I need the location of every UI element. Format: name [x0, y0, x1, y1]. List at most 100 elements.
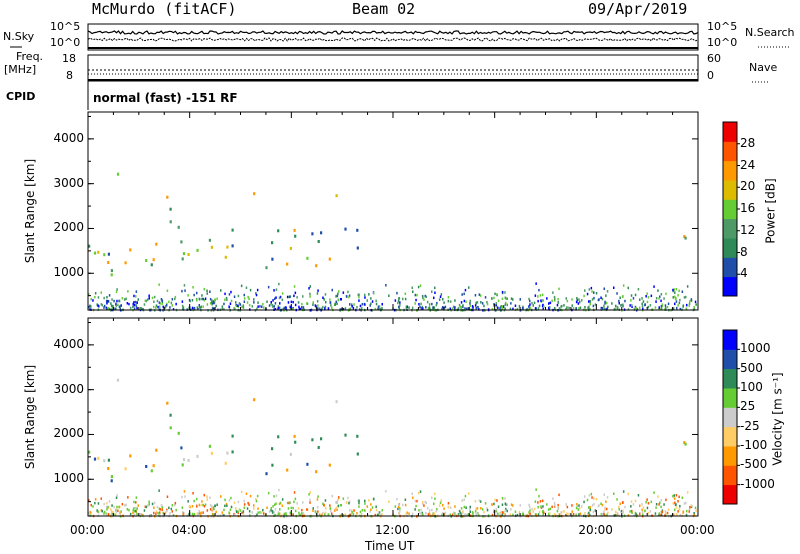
clutter-cell — [90, 511, 92, 514]
clutter-cell — [211, 299, 213, 302]
clutter-cell — [118, 511, 121, 514]
clutter-cell — [338, 290, 340, 293]
echo-cell — [320, 231, 323, 235]
clutter-cell — [661, 509, 664, 512]
clutter-cell — [139, 307, 142, 310]
clutter-cell — [474, 510, 477, 513]
clutter-cell — [558, 307, 561, 310]
clutter-cell — [202, 503, 204, 507]
clutter-cell — [289, 501, 291, 505]
clutter-cell — [658, 503, 660, 506]
clutter-cell — [248, 304, 251, 307]
clutter-cell — [321, 307, 323, 311]
clutter-cell — [358, 295, 360, 299]
clutter-cell — [381, 307, 383, 310]
clutter-cell — [282, 307, 285, 311]
clutter-cell — [316, 498, 319, 501]
clutter-cell — [243, 499, 245, 503]
clutter-cell — [463, 505, 466, 509]
clutter-cell — [411, 492, 413, 495]
clutter-cell — [660, 511, 663, 514]
clutter-cell — [266, 506, 268, 509]
noise-tick-bottom-right: 10^0 — [707, 36, 738, 49]
clutter-cell — [491, 513, 494, 517]
xtick-label: 16:00 — [476, 523, 512, 537]
clutter-cell — [230, 290, 232, 294]
clutter-cell — [449, 513, 451, 516]
clutter-cell — [308, 287, 310, 290]
echo-cell — [208, 444, 211, 448]
clutter-cell — [241, 305, 243, 309]
clutter-cell — [226, 504, 228, 507]
clutter-cell — [88, 499, 90, 502]
clutter-cell — [588, 300, 590, 303]
velocity-colorbar-tick-label: -100 — [740, 438, 768, 452]
clutter-cell — [607, 305, 609, 309]
clutter-cell — [223, 508, 225, 512]
clutter-cell — [615, 514, 617, 517]
clutter-cell — [542, 509, 544, 513]
clutter-cell — [364, 502, 366, 505]
clutter-cell — [317, 289, 319, 292]
clutter-cell — [137, 504, 139, 507]
clutter-cell — [262, 508, 264, 512]
clutter-cell — [135, 290, 138, 293]
clutter-cell — [211, 506, 213, 510]
clutter-cell — [454, 306, 456, 309]
clutter-cell — [557, 301, 559, 304]
clutter-cell — [398, 297, 400, 300]
clutter-cell — [463, 299, 466, 303]
clutter-cell — [397, 301, 399, 305]
clutter-cell — [588, 288, 591, 291]
clutter-cell — [510, 503, 513, 506]
clutter-cell — [162, 305, 164, 309]
clutter-cell — [682, 510, 685, 513]
power-heatmap — [88, 172, 697, 312]
clutter-cell — [192, 492, 194, 495]
clutter-cell — [548, 514, 550, 517]
clutter-cell — [674, 302, 676, 306]
clutter-cell — [442, 306, 444, 309]
clutter-cell — [478, 308, 480, 311]
echo-cell — [231, 228, 234, 232]
clutter-cell — [297, 301, 300, 304]
clutter-cell — [221, 513, 223, 517]
clutter-cell — [146, 504, 149, 507]
clutter-cell — [197, 514, 199, 517]
clutter-cell — [202, 297, 204, 301]
clutter-cell — [279, 501, 282, 505]
clutter-cell — [506, 509, 508, 513]
clutter-cell — [660, 299, 662, 303]
clutter-cell — [414, 499, 417, 503]
clutter-cell — [636, 308, 639, 311]
echo-cell — [150, 263, 153, 267]
clutter-cell — [493, 509, 495, 512]
clutter-cell — [97, 304, 99, 307]
clutter-cell — [627, 308, 630, 311]
clutter-cell — [364, 499, 366, 503]
clutter-cell — [237, 304, 239, 307]
clutter-cell — [579, 512, 582, 515]
clutter-cell — [678, 289, 680, 293]
clutter-cell — [659, 307, 661, 311]
clutter-cell — [361, 303, 364, 306]
clutter-cell — [243, 293, 245, 297]
clutter-cell — [240, 490, 243, 494]
clutter-cell — [312, 303, 314, 306]
clutter-cell — [123, 504, 126, 507]
clutter-cell — [211, 300, 213, 304]
echo-cell — [116, 172, 120, 176]
echo-cell — [271, 447, 274, 451]
echo-cell — [187, 459, 190, 462]
echo-cell — [210, 451, 213, 455]
clutter-cell — [658, 297, 660, 300]
echo-cell — [88, 244, 91, 248]
clutter-cell — [204, 503, 207, 506]
clutter-cell — [184, 289, 186, 292]
clutter-cell — [528, 297, 530, 301]
clutter-cell — [340, 514, 342, 517]
clutter-cell — [255, 293, 258, 297]
clutter-cell — [293, 491, 296, 494]
clutter-cell — [98, 511, 100, 514]
clutter-cell — [148, 294, 150, 297]
